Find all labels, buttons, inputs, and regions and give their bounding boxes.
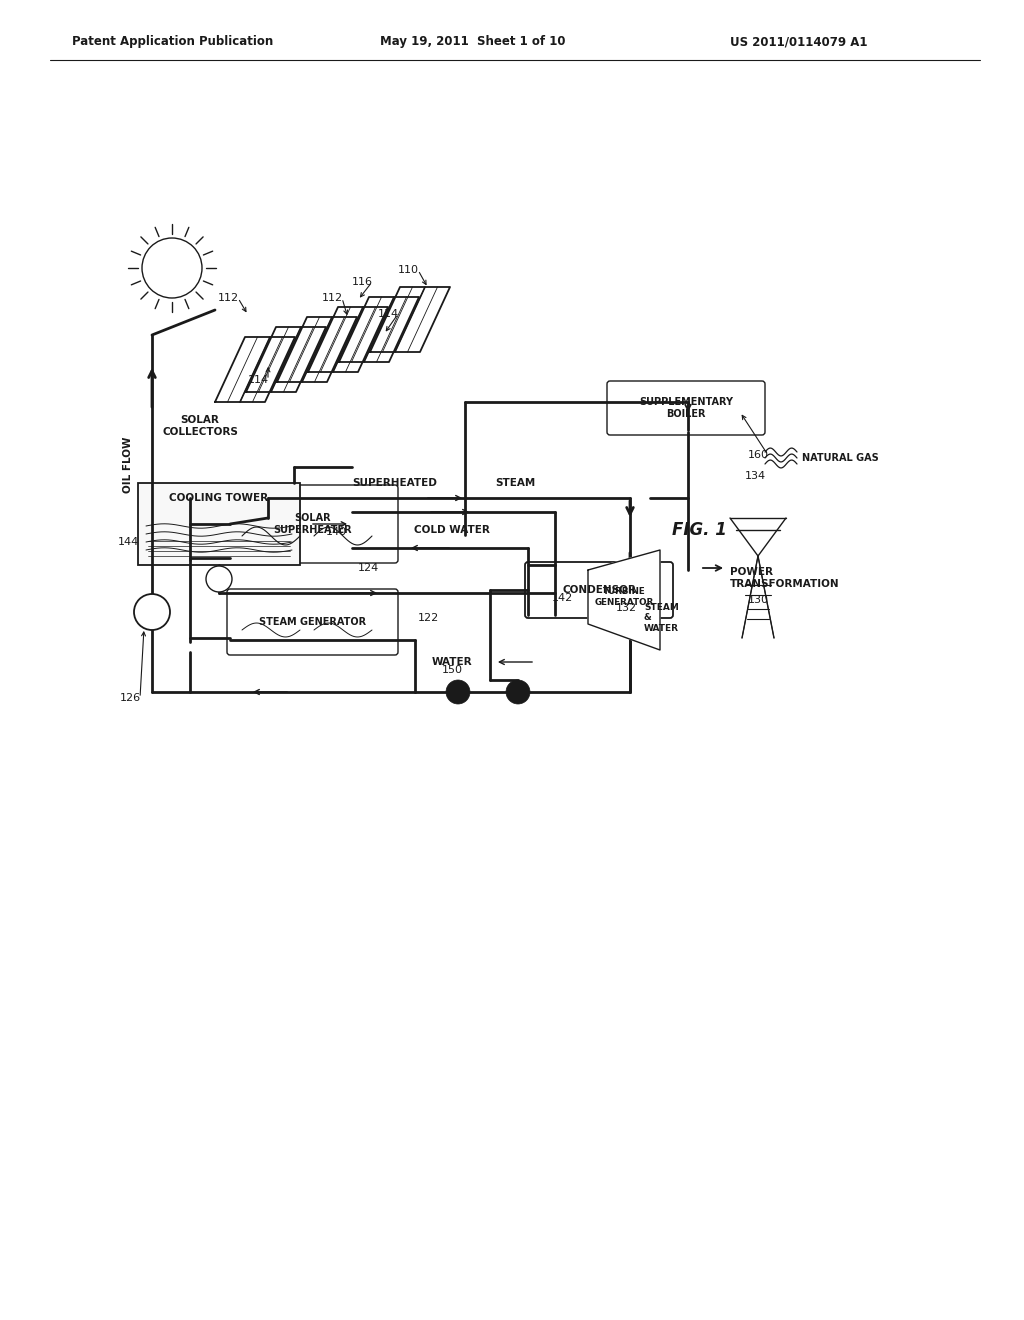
Text: SOLAR
COLLECTORS: SOLAR COLLECTORS [162,414,238,437]
Text: 160: 160 [748,450,768,459]
Text: FIG. 1: FIG. 1 [672,521,727,539]
Circle shape [446,680,470,704]
Text: STEAM
&
WATER: STEAM & WATER [644,603,679,632]
Text: TURBINE
GENERATOR: TURBINE GENERATOR [594,587,653,607]
Text: STEAM GENERATOR: STEAM GENERATOR [259,616,366,627]
Text: 126: 126 [120,693,140,704]
Text: SUPPLEMENTARY
BOILER: SUPPLEMENTARY BOILER [639,397,733,418]
Text: OIL FLOW: OIL FLOW [123,437,133,494]
Text: 150: 150 [441,665,463,675]
Text: 114: 114 [248,375,268,385]
Text: 130: 130 [748,595,768,605]
Text: 134: 134 [744,471,766,480]
Text: 112: 112 [322,293,343,304]
Text: CONDENSOR: CONDENSOR [562,585,636,595]
Text: SUPERHEATED: SUPERHEATED [352,478,437,488]
Text: 140: 140 [326,527,346,537]
Text: 116: 116 [351,277,373,286]
Text: COLD WATER: COLD WATER [414,525,489,535]
Text: Patent Application Publication: Patent Application Publication [72,36,273,49]
Text: 132: 132 [615,603,637,612]
Text: POWER
TRANSFORMATION: POWER TRANSFORMATION [730,568,840,589]
Text: COOLING TOWER: COOLING TOWER [169,492,268,503]
Text: May 19, 2011  Sheet 1 of 10: May 19, 2011 Sheet 1 of 10 [380,36,565,49]
Text: US 2011/0114079 A1: US 2011/0114079 A1 [730,36,867,49]
Text: 114: 114 [378,309,398,319]
FancyBboxPatch shape [138,483,300,565]
Text: WATER: WATER [432,657,472,667]
Text: NATURAL GAS: NATURAL GAS [802,453,879,463]
Polygon shape [588,550,660,649]
Text: SOLAR
SUPERHEATER: SOLAR SUPERHEATER [273,513,352,535]
Text: 122: 122 [418,612,438,623]
Circle shape [506,680,530,704]
Circle shape [134,594,170,630]
Text: 124: 124 [357,564,379,573]
Text: STEAM: STEAM [495,478,536,488]
Text: 110: 110 [397,265,419,275]
Circle shape [206,566,232,591]
Text: 144: 144 [118,537,138,546]
Text: 112: 112 [217,293,239,304]
Text: 142: 142 [551,593,572,603]
